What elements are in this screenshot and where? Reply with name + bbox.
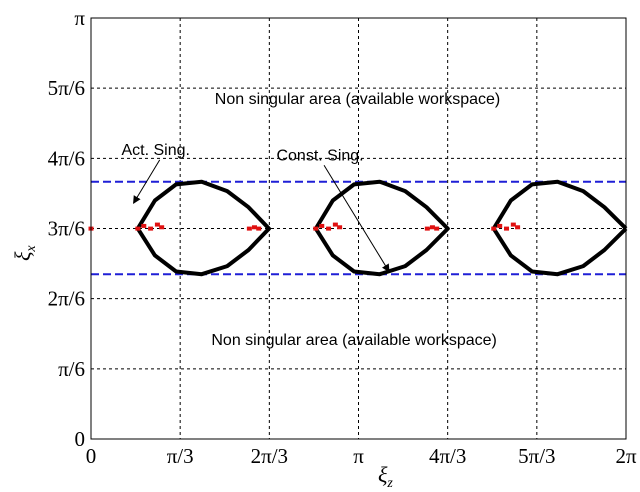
- actuation-singularity-curve: [492, 227, 628, 277]
- x-axis-label: ξz: [378, 462, 393, 491]
- red-singular-point: [148, 226, 154, 231]
- annotations: Non singular area (available workspace) N…: [121, 91, 500, 349]
- y-tick-label: 3π/6: [48, 217, 85, 241]
- x-tick-label: 5π/3: [518, 444, 555, 468]
- red-singular-point: [424, 226, 430, 231]
- red-singular-point: [510, 222, 516, 227]
- x-tick-label: 2π/3: [251, 444, 288, 468]
- tick-labels: 0 π/3 2π/3 π 4π/3 5π/3 2π 0 π/6 2π/6 3π/6 4π/6 5π/6 π: [48, 6, 637, 468]
- annotation-text: Non singular area (available workspace): [215, 91, 500, 108]
- red-singular-point: [491, 226, 497, 231]
- x-tick-label: π: [353, 444, 364, 468]
- red-singular-point: [319, 223, 325, 228]
- red-singular-point: [251, 225, 257, 230]
- x-tick-label: 0: [86, 444, 97, 468]
- actuation-singularity-curve: [314, 179, 450, 277]
- red-singular-point: [504, 226, 510, 231]
- y-tick-label: 0: [75, 427, 86, 451]
- series-layer: [88, 179, 628, 277]
- red-singular-point: [246, 226, 252, 231]
- red-singular-point: [256, 226, 262, 231]
- red-singular-point: [154, 222, 160, 227]
- y-axis-label: ξx: [10, 245, 39, 261]
- annotation-text: Act. Sing.: [121, 142, 189, 159]
- actuation-singularity-curve: [136, 179, 271, 277]
- y-tick-label: π/6: [58, 357, 85, 381]
- annotation-arrow: [323, 165, 390, 273]
- actuation-singularity-curve: [491, 179, 628, 231]
- annotation-text: Const. Sing.: [276, 147, 363, 164]
- red-singular-point: [434, 226, 440, 231]
- annotation-text: Non singular area (available workspace): [211, 332, 496, 349]
- red-singular-point: [497, 223, 503, 228]
- red-singular-point: [313, 226, 319, 231]
- red-singular-point: [429, 225, 435, 230]
- x-tick-label: π/3: [167, 444, 194, 468]
- y-tick-label: 4π/6: [48, 146, 85, 170]
- red-singular-point: [332, 222, 338, 227]
- y-tick-label: π: [74, 6, 85, 30]
- y-tick-label: 2π/6: [48, 287, 85, 311]
- red-singular-point: [337, 225, 343, 230]
- x-tick-label: 4π/3: [429, 444, 466, 468]
- red-singular-point: [159, 225, 165, 230]
- red-singular-point: [141, 223, 147, 228]
- grid: [91, 18, 626, 439]
- y-tick-label: 5π/6: [48, 76, 85, 100]
- red-singular-point: [326, 226, 332, 231]
- annotation-arrow: [133, 159, 161, 205]
- red-singular-point: [515, 225, 521, 230]
- x-tick-label: 2π: [615, 444, 637, 468]
- red-singular-point: [135, 226, 141, 231]
- plot-frame: [90, 17, 627, 440]
